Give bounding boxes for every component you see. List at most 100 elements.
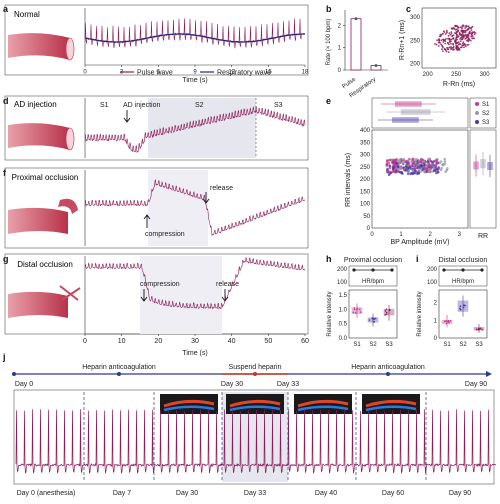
rr-point xyxy=(463,36,465,38)
rr-point xyxy=(447,48,449,51)
bp-rr-point xyxy=(410,160,413,163)
rr-point xyxy=(438,39,441,42)
rr-point xyxy=(454,40,456,43)
box-point xyxy=(475,328,478,331)
ad-injection-annotation: AD injection xyxy=(123,102,160,109)
rr-point xyxy=(438,35,441,38)
panel-b-yticks: 0 1 2 xyxy=(338,23,345,74)
bp-rr-point xyxy=(427,170,431,174)
bp-rr-point xyxy=(414,169,418,173)
compression-label-f: compression xyxy=(145,231,185,238)
panel-e-legend: S1 S2 S3 xyxy=(469,97,497,129)
panel-i-hr-tick-200: 200 xyxy=(427,267,438,273)
panel-e-ytick-label: 100 xyxy=(360,202,371,208)
panel-d-shade xyxy=(148,98,256,158)
timeline-day0: Day 0 xyxy=(15,381,33,388)
bp-rr-point xyxy=(412,161,416,164)
panel-letter-g: g xyxy=(3,254,9,264)
panel-e-ticks: 0 1 2 3 0 50 100 150 200 250 300 350 400 xyxy=(360,128,462,238)
flow-red xyxy=(163,399,215,408)
panel-e-xtick-label: 3 xyxy=(458,232,462,238)
rr-point xyxy=(442,41,445,43)
panel-d-frame xyxy=(4,95,309,161)
rr-point xyxy=(450,38,453,41)
rr-point xyxy=(434,43,436,45)
bp-rr-point xyxy=(434,164,438,167)
bp-rr-point xyxy=(397,170,401,174)
rr-point xyxy=(449,33,452,36)
box-point xyxy=(385,308,388,311)
rr-point xyxy=(450,47,452,50)
bp-rr-point xyxy=(438,161,442,165)
rr-point xyxy=(452,37,455,39)
panel-i-hr-s3 xyxy=(480,268,484,272)
box-point xyxy=(368,319,371,321)
rr-point xyxy=(469,26,471,29)
panel-letter-c: c xyxy=(406,4,411,14)
panel-e-ytick-label: 200 xyxy=(360,177,371,183)
panel-e-ytick-label: 150 xyxy=(360,189,371,195)
rr-point xyxy=(436,39,438,41)
rr-point xyxy=(445,31,448,34)
flow-red xyxy=(365,399,417,408)
svg-text:S2: S2 xyxy=(482,111,490,117)
box-point xyxy=(356,307,359,310)
panel-c-xtick-label: 250 xyxy=(451,72,462,78)
rr-point xyxy=(455,47,458,50)
bp-rr-point xyxy=(385,162,389,166)
panel-i-hr-s1 xyxy=(442,268,446,272)
rr-point xyxy=(473,33,476,36)
panel-e-ytick-label: 250 xyxy=(360,165,371,171)
bp-rr-point xyxy=(416,166,419,170)
panel-a-xtick-label: 9 xyxy=(193,70,197,76)
timeline-suspend: Suspend heparin xyxy=(229,364,282,371)
bp-rr-point xyxy=(418,160,421,164)
panel-d-label: AD injection xyxy=(14,100,57,109)
ad-injection-arrow xyxy=(123,110,131,123)
rr-point xyxy=(441,50,444,52)
bp-rr-point xyxy=(419,167,423,171)
panel-i-ytick-label: 1 xyxy=(434,318,438,324)
timeline-heparin-2: Heparin anticoagulation xyxy=(351,364,425,371)
panel-f-label: Proximal occlusion xyxy=(12,173,79,182)
compression-arrow-g xyxy=(140,289,148,302)
panel-h-category-label: S1 xyxy=(353,342,361,348)
rr-point xyxy=(467,28,470,31)
rr-point xyxy=(457,26,460,29)
panel-d-wave xyxy=(85,105,306,154)
rr-point xyxy=(444,40,447,43)
panel-g-xtick-label: 20 xyxy=(154,338,162,345)
rr-point xyxy=(454,28,457,31)
rr-point xyxy=(442,39,445,42)
rr-point xyxy=(471,31,474,34)
box-point xyxy=(354,312,357,314)
bp-rr-point xyxy=(427,164,431,168)
bp-rr-point xyxy=(387,173,391,176)
panel-e-top-box xyxy=(371,97,469,129)
bp-rr-point xyxy=(430,160,433,163)
bp-rr-point xyxy=(412,171,415,175)
rr-point xyxy=(461,42,464,45)
panel-i-hr-s2 xyxy=(461,268,465,272)
rr-point xyxy=(450,31,453,33)
bp-rr-point xyxy=(411,169,415,172)
panel-f-wave xyxy=(84,179,306,237)
panel-letter-b: b xyxy=(326,4,332,14)
panel-g-wave xyxy=(84,256,306,310)
panel-i-hr-label: HR/bpm xyxy=(452,279,474,285)
bar-point xyxy=(354,17,358,21)
panel-h-category-label: S3 xyxy=(385,342,393,348)
rr-point xyxy=(440,34,443,36)
panel-a-xtick-label: 12 xyxy=(228,70,235,76)
rr-point xyxy=(456,28,458,30)
panel-letter-d: d xyxy=(3,96,9,106)
rr-point xyxy=(445,50,448,53)
panel-e-ytick-label: 50 xyxy=(363,214,370,220)
panel-i-hr-tick-100: 100 xyxy=(427,280,438,286)
panel-j-dividers xyxy=(83,392,427,482)
bp-rr-point xyxy=(443,160,447,163)
rr-point xyxy=(461,34,463,36)
flow-red xyxy=(229,399,281,408)
box-point xyxy=(384,310,387,312)
